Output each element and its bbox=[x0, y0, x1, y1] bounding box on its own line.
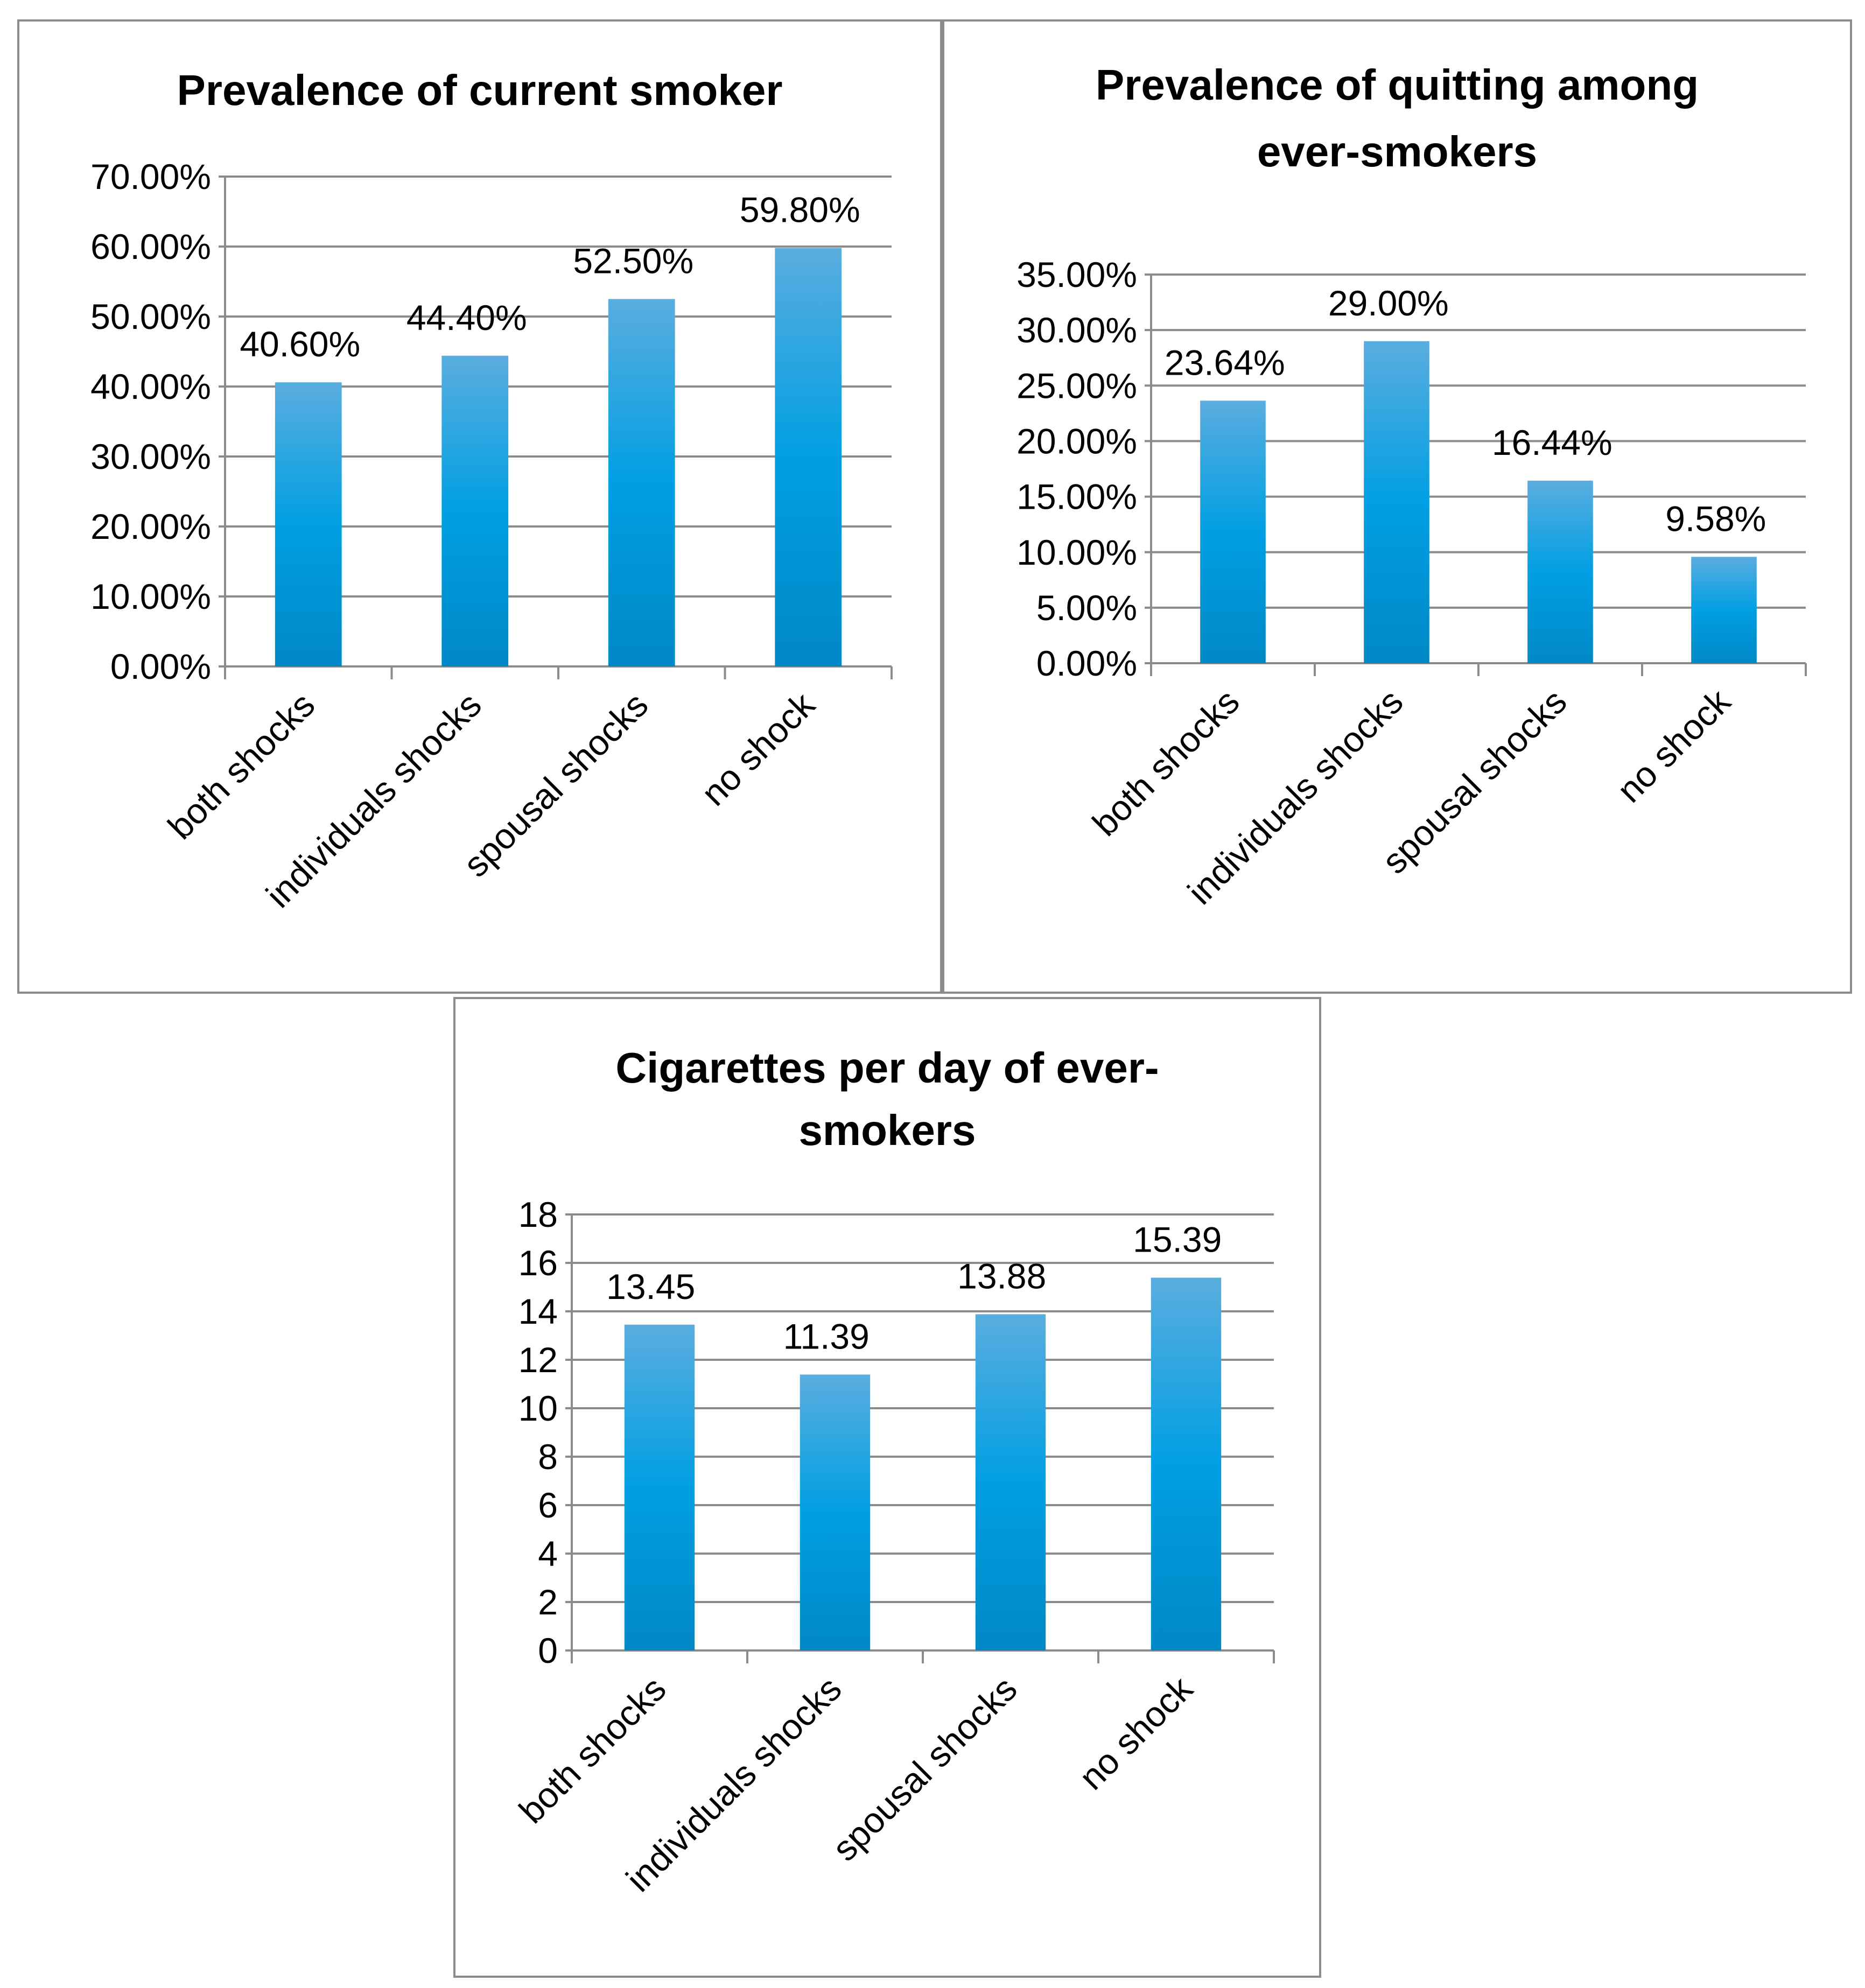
x-tick-label: no shock bbox=[1071, 1668, 1201, 1797]
x-tick-label: spousal shocks bbox=[824, 1669, 1024, 1868]
y-tick-label: 4 bbox=[538, 1534, 558, 1573]
data-label: 15.39 bbox=[1133, 1219, 1222, 1259]
bar bbox=[975, 1314, 1046, 1650]
y-tick-label: 14 bbox=[518, 1291, 558, 1331]
x-tick-label: both shocks bbox=[511, 1669, 674, 1831]
bar bbox=[1151, 1277, 1222, 1650]
x-tick-label: both shocks bbox=[1085, 682, 1247, 844]
y-tick-label: 20.00% bbox=[90, 507, 211, 546]
y-tick-label: 20.00% bbox=[1016, 422, 1137, 461]
data-label: 9.58% bbox=[1665, 498, 1766, 538]
data-label: 16.44% bbox=[1492, 423, 1612, 462]
chart-plot: 0.00% 5.00% 10.00% 15.00% 20.00% 25.00% 30.00%… bbox=[1016, 255, 1807, 912]
x-tick-label: no shock bbox=[693, 684, 823, 813]
y-tick-label: 16 bbox=[518, 1243, 558, 1283]
bar bbox=[1691, 557, 1757, 663]
data-label: 44.40% bbox=[406, 298, 527, 338]
y-tick-label: 10.00% bbox=[1016, 532, 1137, 572]
x-tick-label: no shock bbox=[1609, 681, 1738, 810]
x-tick-label: both shocks bbox=[160, 685, 322, 847]
data-label: 59.80% bbox=[740, 190, 860, 230]
bar bbox=[624, 1324, 695, 1650]
bar bbox=[1364, 341, 1429, 663]
y-tick-label: 5.00% bbox=[1036, 588, 1137, 628]
data-label: 13.88 bbox=[957, 1256, 1046, 1296]
data-label: 52.50% bbox=[573, 241, 693, 281]
data-label: 23.64% bbox=[1165, 342, 1285, 382]
y-tick-label: 60.00% bbox=[90, 227, 211, 266]
y-tick-label: 15.00% bbox=[1016, 477, 1137, 517]
y-tick-label: 40.00% bbox=[90, 367, 211, 406]
bar bbox=[608, 299, 675, 666]
y-tick-label: 18 bbox=[518, 1195, 558, 1234]
bar bbox=[275, 382, 342, 666]
y-tick-label: 10.00% bbox=[90, 577, 211, 616]
y-tick-label: 35.00% bbox=[1016, 255, 1137, 294]
data-label: 29.00% bbox=[1328, 283, 1449, 323]
bar bbox=[800, 1374, 871, 1650]
y-tick-label: 0 bbox=[538, 1631, 558, 1670]
chart-quitting-prevalence: Prevalence of quitting among ever-smoker… bbox=[942, 19, 1852, 994]
bar bbox=[775, 248, 842, 667]
data-label: 40.60% bbox=[240, 324, 360, 364]
y-tick-label: 10 bbox=[518, 1388, 558, 1428]
chart-title: Prevalence of current smoker bbox=[177, 66, 783, 114]
y-tick-label: 30.00% bbox=[1016, 310, 1137, 350]
chart-title: Cigarettes per day of ever- smokers bbox=[615, 1044, 1159, 1154]
bar bbox=[1200, 401, 1266, 663]
y-tick-label: 50.00% bbox=[90, 297, 211, 336]
chart-current-smoker: Prevalence of current smoker 0.00% 10.00%… bbox=[17, 19, 942, 994]
y-tick-label: 6 bbox=[538, 1485, 558, 1525]
y-tick-label: 0.00% bbox=[110, 647, 211, 686]
chart-title: Prevalence of quitting among ever-smoker… bbox=[1095, 61, 1699, 175]
y-tick-label: 2 bbox=[538, 1582, 558, 1622]
data-label: 11.39 bbox=[783, 1316, 870, 1356]
bar bbox=[1527, 480, 1593, 663]
y-tick-label: 70.00% bbox=[90, 157, 211, 196]
y-tick-label: 8 bbox=[538, 1437, 558, 1477]
bar bbox=[441, 355, 509, 666]
y-tick-label: 0.00% bbox=[1036, 643, 1137, 683]
y-tick-label: 12 bbox=[518, 1340, 558, 1380]
data-label: 13.45 bbox=[606, 1267, 695, 1306]
y-tick-label: 30.00% bbox=[90, 437, 211, 476]
y-tick-label: 25.00% bbox=[1016, 366, 1137, 405]
chart-cigarettes-per-day: Cigarettes per day of ever- smokers 0 2 4 6… bbox=[453, 997, 1321, 1978]
chart-plot: 0.00% 10.00% 20.00% 30.00% 40.00% 50.00% 60.00… bbox=[90, 157, 893, 915]
